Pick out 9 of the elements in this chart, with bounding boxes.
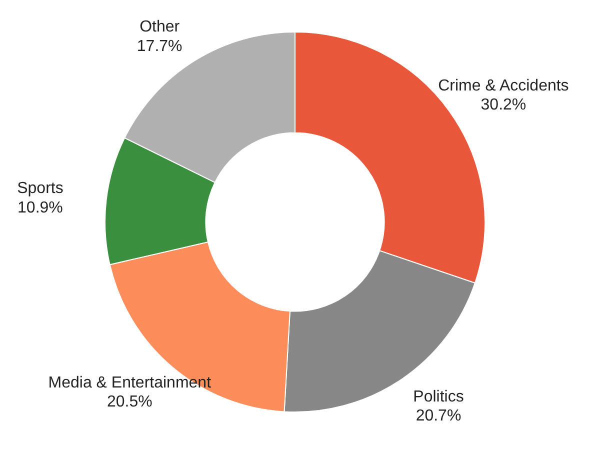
slice-label: Sports	[17, 180, 64, 198]
data-label: 10.9%	[18, 199, 63, 216]
slice-label: Politics	[413, 388, 464, 406]
data-label: 20.5%	[106, 393, 152, 410]
data-label: 20.7%	[416, 408, 462, 425]
data-label: 30.2%	[480, 96, 526, 114]
slice-label: Other	[140, 18, 180, 36]
data-label: 17.7%	[136, 38, 182, 55]
slice-label: Crime & Accidents	[438, 77, 569, 94]
